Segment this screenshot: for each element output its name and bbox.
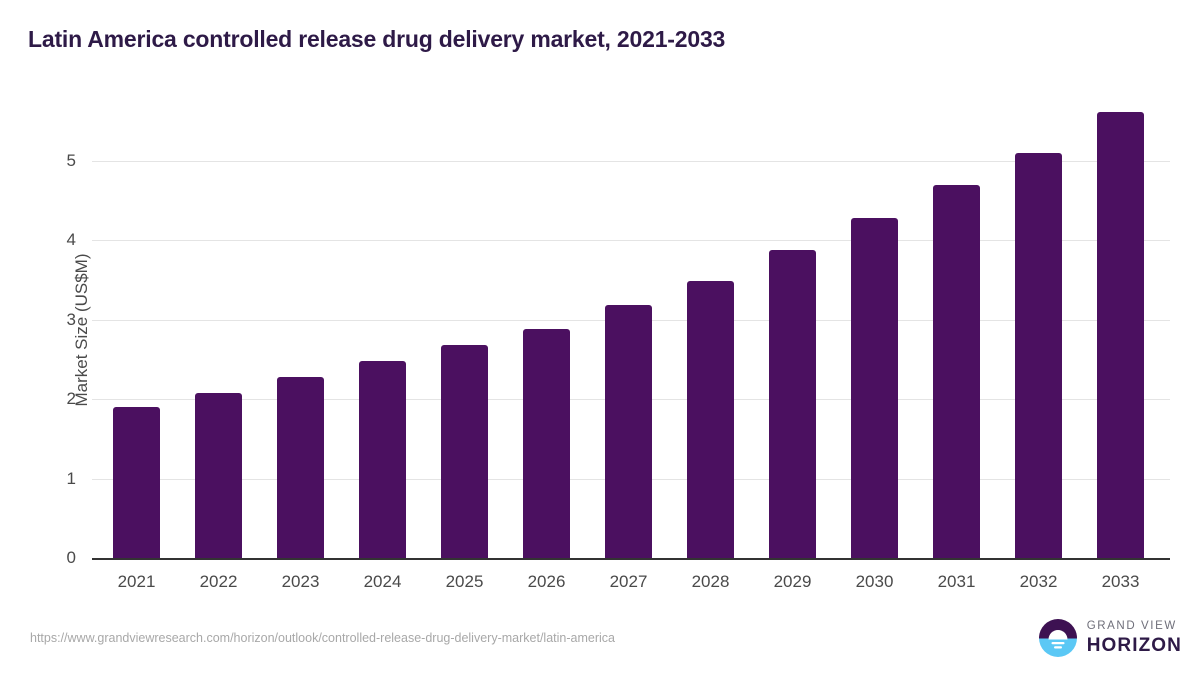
x-tick-label: 2025: [445, 572, 484, 591]
bar[interactable]: [605, 305, 652, 558]
page-title: Latin America controlled release drug de…: [28, 26, 726, 52]
bar[interactable]: [523, 329, 570, 558]
logo-line-grand-view: GRAND VIEW: [1086, 619, 1177, 632]
bar[interactable]: [195, 392, 242, 558]
x-tick-label: 2022: [199, 572, 238, 591]
y-axis-title: Market Size (US$M): [72, 253, 91, 407]
x-tick-label: 2032: [1019, 572, 1058, 591]
y-tick-label: 4: [66, 230, 76, 249]
x-axis-line: [92, 558, 1170, 560]
y-tick-label: 3: [66, 309, 76, 329]
y-tick-label: 1: [66, 468, 76, 488]
x-tick-label: 2028: [691, 572, 730, 591]
brand-logo[interactable]: GRAND VIEW HORIZON: [1038, 618, 1182, 658]
horizon-logo-icon: [1038, 619, 1077, 657]
bar[interactable]: [1097, 112, 1144, 558]
x-tick-label: 2024: [363, 572, 402, 591]
bar[interactable]: [933, 185, 980, 558]
bar[interactable]: [277, 376, 324, 558]
x-tick-label: 2027: [609, 572, 648, 591]
bar[interactable]: [359, 360, 406, 558]
logo-line-horizon: HORIZON: [1086, 635, 1182, 657]
logo-text: GRAND VIEW HORIZON: [1086, 619, 1182, 657]
bar[interactable]: [441, 344, 488, 558]
y-tick-label: 0: [66, 548, 76, 567]
source-url[interactable]: https://www.grandviewresearch.com/horizo…: [30, 631, 615, 645]
y-tick-label: 5: [66, 150, 76, 170]
x-tick-label: 2021: [117, 572, 156, 591]
x-tick-label: 2030: [855, 572, 894, 591]
x-tick-label: 2023: [281, 572, 320, 591]
gridline: [92, 240, 1170, 241]
plot-area: Market Size (US$M) 0 1 2 3 4 5 2021 2022 2023 20…: [67, 100, 1170, 591]
y-tick-label: 2: [66, 389, 76, 408]
x-tick-label: 2026: [527, 572, 566, 591]
x-tick-label: 2031: [937, 572, 976, 591]
x-tick-label: 2029: [773, 572, 812, 591]
bar[interactable]: [687, 281, 734, 558]
bar[interactable]: [1015, 153, 1062, 558]
x-tick-label: 2033: [1101, 572, 1140, 591]
bar[interactable]: [113, 406, 160, 558]
bar[interactable]: [769, 249, 816, 558]
bar[interactable]: [851, 217, 898, 558]
gridline: [92, 160, 1170, 162]
